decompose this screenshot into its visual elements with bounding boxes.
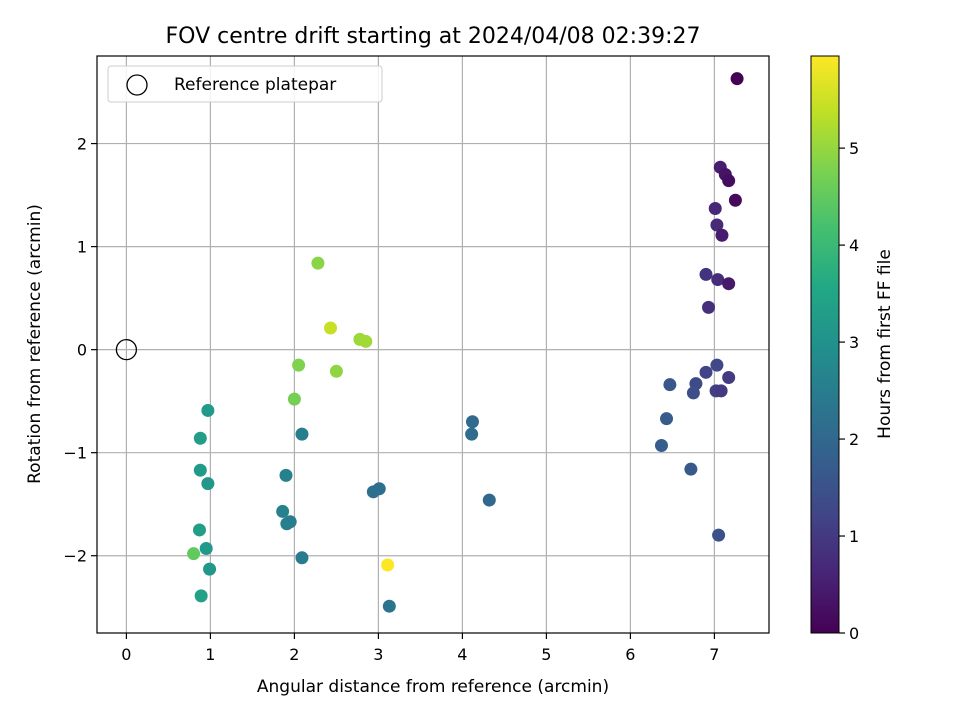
data-point <box>710 358 724 372</box>
x-axis-ticks: 0 1 2 3 4 5 6 7 <box>121 633 719 664</box>
data-point <box>465 427 479 441</box>
x-axis-label: Angular distance from reference (arcmin) <box>257 677 609 697</box>
data-point <box>722 370 736 384</box>
plot-frame <box>96 55 770 634</box>
data-point <box>654 438 668 452</box>
x-tick-label: 1 <box>205 645 215 664</box>
data-point <box>686 386 700 400</box>
data-point <box>187 547 201 561</box>
data-point <box>684 462 698 476</box>
data-point <box>279 468 293 482</box>
data-point <box>292 358 306 372</box>
colorbar-tick-label: 5 <box>849 139 859 158</box>
colorbar-tick-label: 3 <box>849 333 859 352</box>
legend-entry-reference: Reference platepar <box>174 75 336 95</box>
data-point <box>201 403 215 417</box>
data-point <box>702 300 716 314</box>
colorbar-tick-label: 4 <box>849 236 859 255</box>
y-tick-label: −2 <box>63 547 87 566</box>
data-point <box>192 523 206 537</box>
x-tick-label: 6 <box>625 645 635 664</box>
data-point <box>660 412 674 426</box>
legend: Reference platepar <box>107 65 383 103</box>
legend-reference-marker-icon <box>126 74 148 96</box>
y-axis-label: Rotation from reference (arcmin) <box>25 204 45 484</box>
chart-title: FOV centre drift starting at 2024/04/08 … <box>166 24 701 49</box>
x-tick-label: 4 <box>457 645 467 664</box>
x-tick-label: 2 <box>289 645 299 664</box>
data-point <box>465 415 479 429</box>
data-point <box>287 392 301 406</box>
colorbar-label: Hours from first FF file <box>875 249 895 439</box>
data-point <box>382 599 396 613</box>
data-point <box>714 384 728 398</box>
colorbar-tick-label: 2 <box>849 430 859 449</box>
y-tick-label: −1 <box>63 444 87 463</box>
y-tick-label: 1 <box>77 238 87 257</box>
colorbar: 0 1 2 3 4 5 Hours from first FF file <box>810 55 895 643</box>
data-point <box>730 72 744 86</box>
reference-marker-group <box>115 339 138 361</box>
data-point <box>710 218 724 232</box>
data-point <box>699 365 713 379</box>
data-point <box>199 542 213 556</box>
data-point <box>722 277 736 291</box>
colorbar-gradient <box>810 55 840 634</box>
data-point <box>194 589 208 603</box>
data-point <box>728 193 742 207</box>
data-point <box>276 504 290 518</box>
y-axis-ticks: −2 −1 0 1 2 <box>63 135 97 566</box>
data-point <box>715 228 729 242</box>
x-tick-label: 5 <box>541 645 551 664</box>
reference-platepar-marker <box>115 339 138 361</box>
y-tick-label: 2 <box>77 135 87 154</box>
colorbar-tick-label: 0 <box>849 624 859 643</box>
x-tick-label: 3 <box>373 645 383 664</box>
data-point <box>311 256 325 270</box>
data-point <box>663 378 677 392</box>
data-point <box>699 267 713 281</box>
data-point <box>193 463 207 477</box>
colorbar-ticks: 0 1 2 3 4 5 <box>839 139 859 643</box>
legend-box <box>107 65 383 103</box>
data-point <box>712 528 726 542</box>
data-point <box>366 485 380 499</box>
x-tick-label: 7 <box>709 645 719 664</box>
data-point <box>329 364 343 378</box>
data-point <box>482 493 496 507</box>
x-tick-label: 0 <box>121 645 131 664</box>
data-point <box>203 562 217 576</box>
data-point <box>295 427 309 441</box>
grid-lines <box>97 56 769 633</box>
data-point <box>722 174 736 188</box>
data-point <box>295 551 309 565</box>
y-tick-label: 0 <box>77 341 87 360</box>
colorbar-tick-label: 1 <box>849 527 859 546</box>
data-point <box>280 517 294 531</box>
data-point <box>359 334 373 348</box>
data-point <box>711 273 725 287</box>
data-point <box>324 321 338 335</box>
data-points <box>187 72 744 613</box>
data-point <box>381 558 395 572</box>
data-point <box>708 201 722 215</box>
data-point <box>201 477 215 491</box>
data-point <box>193 431 207 445</box>
